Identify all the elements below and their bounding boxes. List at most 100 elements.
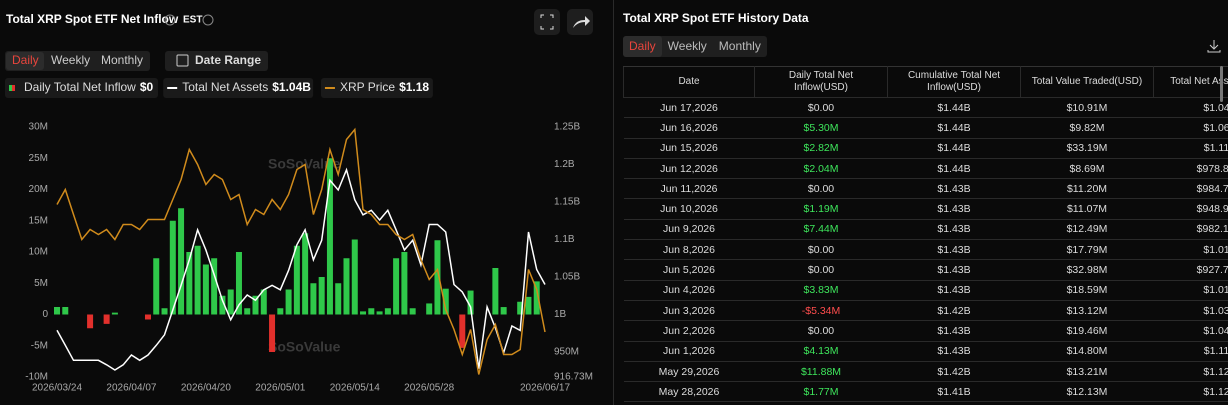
bar <box>393 258 400 315</box>
legend-label: Daily Total Net Inflow <box>24 80 136 94</box>
bar <box>285 289 292 315</box>
legend-item-bg <box>320 78 433 98</box>
table-cell: $12.13M <box>1020 381 1154 403</box>
line <box>56 127 546 375</box>
y-tick-label: 916.73M <box>554 372 593 383</box>
bar <box>302 233 309 315</box>
legend-value: $1.18 <box>399 80 429 94</box>
table-cell: $7.44M <box>754 219 888 241</box>
tab[interactable]: Daily <box>623 36 662 57</box>
table-cell: Jun 2,2026 <box>623 320 755 342</box>
table-cell: $1.06B <box>1153 117 1228 139</box>
tab-group: Daily Weekly Monthly <box>623 36 767 57</box>
bar <box>87 314 94 329</box>
table-cell: $1.11B <box>1153 341 1228 362</box>
table-row: Jun 2,2026$0.00$1.43B$19.46M$1.04B <box>623 320 1228 342</box>
y-tick-label: 20M <box>29 184 48 195</box>
table-cell: $13.21M <box>1020 361 1154 383</box>
bar <box>401 252 408 315</box>
table-panel: Total XRP Spot ETF History Data Daily Wee… <box>613 0 1228 405</box>
bar <box>351 239 358 315</box>
table-cell: $2.04M <box>754 158 888 180</box>
table-cell: $1.43B <box>887 198 1021 220</box>
column-header: Total Net Assets(USD) <box>1153 66 1228 98</box>
table-cell: $0.00 <box>754 239 888 261</box>
tab-active-bg <box>6 52 44 70</box>
table-row: May 29,2026$11.88M$1.42B$13.21M$1.12B <box>623 361 1228 383</box>
info-icon[interactable] <box>202 14 214 26</box>
table-cell: Jun 1,2026 <box>623 341 755 362</box>
table-cell: $12.49M <box>1020 219 1154 241</box>
bar <box>384 308 391 315</box>
table-cell: $1.43B <box>887 320 1021 342</box>
table-cell: $19.46M <box>1020 320 1154 342</box>
table-cell: $1.44B <box>887 117 1021 139</box>
bar <box>277 308 284 315</box>
table-cell: $11.88M <box>754 361 888 383</box>
legend-item-bg <box>5 78 158 98</box>
share-icon <box>573 16 590 28</box>
table-row: Jun 12,2026$2.04M$1.44B$8.69M$978.86M <box>623 158 1228 180</box>
y-tick-label: 1.25B <box>554 122 580 133</box>
table-cell: $1.01B <box>1153 239 1228 261</box>
legend-value: $0 <box>140 80 154 94</box>
table-row: Jun 11,2026$0.00$1.43B$11.20M$984.77M <box>623 178 1228 200</box>
table-cell: $1.44B <box>887 138 1021 159</box>
table-cell: $927.78M <box>1153 259 1228 281</box>
tab[interactable]: Monthly <box>101 53 143 67</box>
bar <box>111 312 118 315</box>
table-cell: $1.42B <box>887 361 1021 383</box>
tab[interactable]: Daily <box>12 53 39 67</box>
bar <box>211 258 218 315</box>
table-cell: May 28,2026 <box>623 381 755 403</box>
expand-button[interactable] <box>534 9 560 35</box>
bar <box>186 252 193 315</box>
bar <box>260 289 267 315</box>
legend-swatch <box>12 85 15 91</box>
table-row: Jun 17,2026$0.00$1.44B$10.91M$1.04B <box>623 97 1228 119</box>
table-cell: $1.42B <box>887 300 1021 322</box>
y-tick-label: 1.15B <box>554 197 580 208</box>
table-cell: $13.12M <box>1020 300 1154 322</box>
expand-icon <box>540 14 554 30</box>
bar <box>343 258 350 315</box>
x-tick-label: 2026/06/17 <box>520 383 570 394</box>
column-header: Total Value Traded(USD) <box>1020 66 1154 98</box>
calendar-icon <box>176 54 189 67</box>
info-icon[interactable] <box>164 14 176 26</box>
table-cell: $982.12M <box>1153 219 1228 241</box>
y-tick-label: 15M <box>29 215 48 226</box>
bar <box>442 288 449 315</box>
y-tick-label: 1.1B <box>554 234 575 245</box>
table-cell: $1.04B <box>1153 97 1228 119</box>
bar <box>459 314 466 348</box>
table-cell: $948.98M <box>1153 198 1228 220</box>
date-range-button[interactable] <box>165 51 268 71</box>
line <box>56 167 546 371</box>
tab[interactable]: Monthly <box>718 39 761 53</box>
tab[interactable]: Weekly <box>51 53 90 67</box>
table-cell: $0.00 <box>754 259 888 281</box>
download-icon[interactable] <box>1206 38 1222 54</box>
table-cell: $5.30M <box>754 117 888 139</box>
table-cell: $1.44B <box>887 158 1021 180</box>
bar <box>335 283 342 315</box>
bar <box>244 308 251 315</box>
bar <box>153 258 160 315</box>
scrollbar[interactable] <box>1220 66 1223 102</box>
y-tick-label: 25M <box>29 153 48 164</box>
table-cell: $1.11B <box>1153 138 1228 159</box>
bar <box>269 314 276 352</box>
bar <box>500 307 507 315</box>
table-cell: $1.19M <box>754 198 888 220</box>
tab[interactable]: Weekly <box>667 39 707 53</box>
y-tick-label: 1.2B <box>554 159 575 170</box>
table-title: Total XRP Spot ETF History Data <box>623 11 809 25</box>
bar <box>103 314 110 324</box>
bar <box>178 208 185 315</box>
column-header: Cumulative Total Net Inflow(USD) <box>887 66 1021 98</box>
x-tick-label: 2026/03/24 <box>32 383 82 394</box>
table-row: Jun 10,2026$1.19M$1.43B$11.07M$948.98M <box>623 198 1228 220</box>
table-cell: Jun 8,2026 <box>623 239 755 261</box>
